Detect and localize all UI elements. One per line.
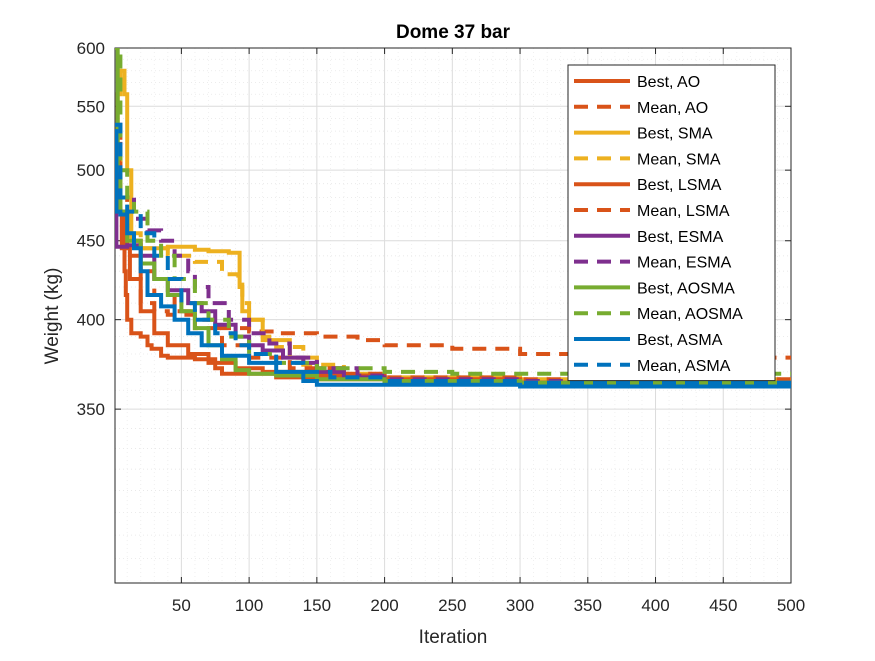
legend-label: Best, LSMA — [637, 177, 722, 194]
legend-label: Mean, AO — [637, 100, 708, 117]
series-line-8 — [115, 122, 791, 385]
x-tick-label: 200 — [370, 596, 398, 615]
y-tick-label: 450 — [77, 232, 105, 251]
chart-title: Dome 37 bar — [396, 22, 511, 43]
legend-label: Best, AO — [637, 74, 700, 91]
series-line-11 — [115, 129, 791, 389]
axes-box — [114, 47, 792, 584]
series-group — [115, 48, 791, 389]
y-tick-label: 500 — [77, 161, 105, 180]
legend-label: Mean, ASMA — [637, 358, 731, 375]
y-tick-label: 550 — [77, 97, 105, 116]
x-tick-label: 450 — [709, 596, 737, 615]
legend-label: Mean, SMA — [637, 151, 721, 168]
axes: 50 100 150 200 250 300 350 400 450 500 350 400 450 50… — [77, 39, 806, 615]
legend-box — [567, 64, 776, 382]
legend-label: Best, AOSMA — [637, 280, 735, 297]
x-axis-label: Iteration — [419, 627, 488, 648]
legend-label: Mean, ESMA — [637, 255, 732, 272]
y-tick-label: 600 — [77, 39, 105, 58]
legend: Best, AO Mean, AO Best, SMA Mean, SMA Best, … — [567, 64, 776, 382]
legend-label: Mean, AOSMA — [637, 306, 743, 323]
x-tick-label: 100 — [235, 596, 263, 615]
series-line-10 — [118, 48, 791, 376]
series-lines — [115, 48, 791, 389]
y-tick-label: 400 — [77, 311, 105, 330]
x-tick-label: 50 — [172, 596, 191, 615]
y-axis-label: Weight (kg) — [42, 268, 63, 365]
legend-label: Best, SMA — [637, 126, 713, 143]
legend-label: Best, ASMA — [637, 332, 723, 349]
x-tick-label: 500 — [777, 596, 805, 615]
x-tick-label: 350 — [574, 596, 602, 615]
y-tick-label: 350 — [77, 400, 105, 419]
legend-label: Best, ESMA — [637, 229, 724, 246]
x-tick-label: 400 — [641, 596, 669, 615]
x-tick-label: 150 — [303, 596, 331, 615]
x-tick-label: 300 — [506, 596, 534, 615]
legend-label: Mean, LSMA — [637, 203, 730, 220]
series-line-12 — [115, 122, 791, 385]
x-tick-label: 250 — [438, 596, 466, 615]
